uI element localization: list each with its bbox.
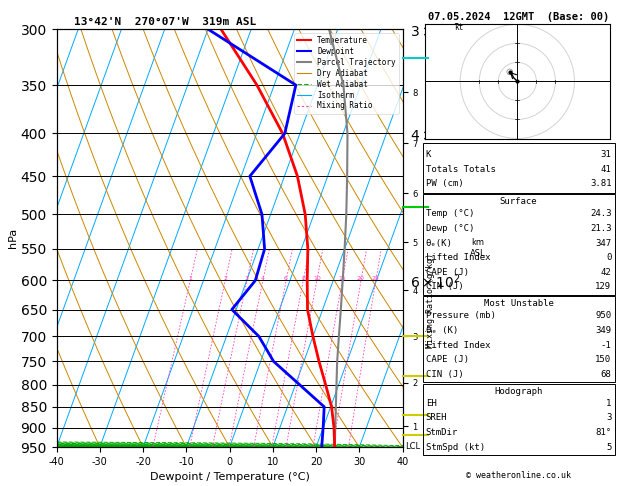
Text: 4: 4 — [261, 276, 265, 281]
Text: θₑ (K): θₑ (K) — [426, 326, 458, 335]
Text: 20: 20 — [357, 276, 365, 281]
Text: Mixing Ratio (g/kg): Mixing Ratio (g/kg) — [426, 253, 435, 348]
Text: © weatheronline.co.uk: © weatheronline.co.uk — [467, 471, 571, 480]
Text: 13°42'N  270°07'W  319m ASL: 13°42'N 270°07'W 319m ASL — [74, 17, 256, 27]
Y-axis label: hPa: hPa — [8, 228, 18, 248]
Text: LCL: LCL — [405, 442, 420, 451]
Text: 42: 42 — [601, 268, 611, 277]
Text: 25: 25 — [372, 276, 380, 281]
Text: 07.05.2024  12GMT  (Base: 00): 07.05.2024 12GMT (Base: 00) — [428, 12, 610, 22]
Text: 21.3: 21.3 — [590, 224, 611, 233]
Text: CIN (J): CIN (J) — [426, 370, 464, 379]
Text: 1: 1 — [606, 399, 611, 408]
Text: Lifted Index: Lifted Index — [426, 253, 491, 262]
Text: 950: 950 — [595, 312, 611, 320]
Text: Pressure (mb): Pressure (mb) — [426, 312, 496, 320]
Text: -1: -1 — [601, 341, 611, 349]
Text: Surface: Surface — [500, 197, 537, 207]
Text: 5: 5 — [606, 443, 611, 451]
Text: 15: 15 — [338, 276, 346, 281]
Text: CIN (J): CIN (J) — [426, 282, 464, 291]
Text: Totals Totals: Totals Totals — [426, 165, 496, 174]
Text: 2: 2 — [223, 276, 227, 281]
Text: 129: 129 — [595, 282, 611, 291]
Text: Lifted Index: Lifted Index — [426, 341, 491, 349]
Text: kt: kt — [455, 23, 464, 32]
Text: 3: 3 — [606, 414, 611, 422]
Text: 0: 0 — [606, 253, 611, 262]
Y-axis label: km
ASL: km ASL — [470, 238, 486, 258]
Text: EH: EH — [426, 399, 437, 408]
Text: 1: 1 — [188, 276, 192, 281]
Text: CAPE (J): CAPE (J) — [426, 355, 469, 364]
Text: 150: 150 — [595, 355, 611, 364]
Legend: Temperature, Dewpoint, Parcel Trajectory, Dry Adiabat, Wet Adiabat, Isotherm, Mi: Temperature, Dewpoint, Parcel Trajectory… — [294, 33, 399, 114]
Text: Most Unstable: Most Unstable — [484, 299, 554, 309]
Text: θₑ(K): θₑ(K) — [426, 239, 453, 247]
Text: 8: 8 — [301, 276, 305, 281]
Text: Temp (°C): Temp (°C) — [426, 209, 474, 218]
Text: Hodograph: Hodograph — [494, 387, 543, 396]
Text: 10: 10 — [313, 276, 321, 281]
Text: K: K — [426, 150, 431, 159]
Text: Dewp (°C): Dewp (°C) — [426, 224, 474, 233]
Text: CAPE (J): CAPE (J) — [426, 268, 469, 277]
Text: 3.81: 3.81 — [590, 179, 611, 188]
Text: 6: 6 — [284, 276, 288, 281]
Text: 81°: 81° — [595, 428, 611, 437]
X-axis label: Dewpoint / Temperature (°C): Dewpoint / Temperature (°C) — [150, 472, 309, 483]
Text: SREH: SREH — [426, 414, 447, 422]
Text: StmSpd (kt): StmSpd (kt) — [426, 443, 485, 451]
Text: 349: 349 — [595, 326, 611, 335]
Text: 3: 3 — [245, 276, 249, 281]
Text: 347: 347 — [595, 239, 611, 247]
Text: PW (cm): PW (cm) — [426, 179, 464, 188]
Text: 68: 68 — [601, 370, 611, 379]
Text: 41: 41 — [601, 165, 611, 174]
Text: 31: 31 — [601, 150, 611, 159]
Text: StmDir: StmDir — [426, 428, 458, 437]
Text: 24.3: 24.3 — [590, 209, 611, 218]
